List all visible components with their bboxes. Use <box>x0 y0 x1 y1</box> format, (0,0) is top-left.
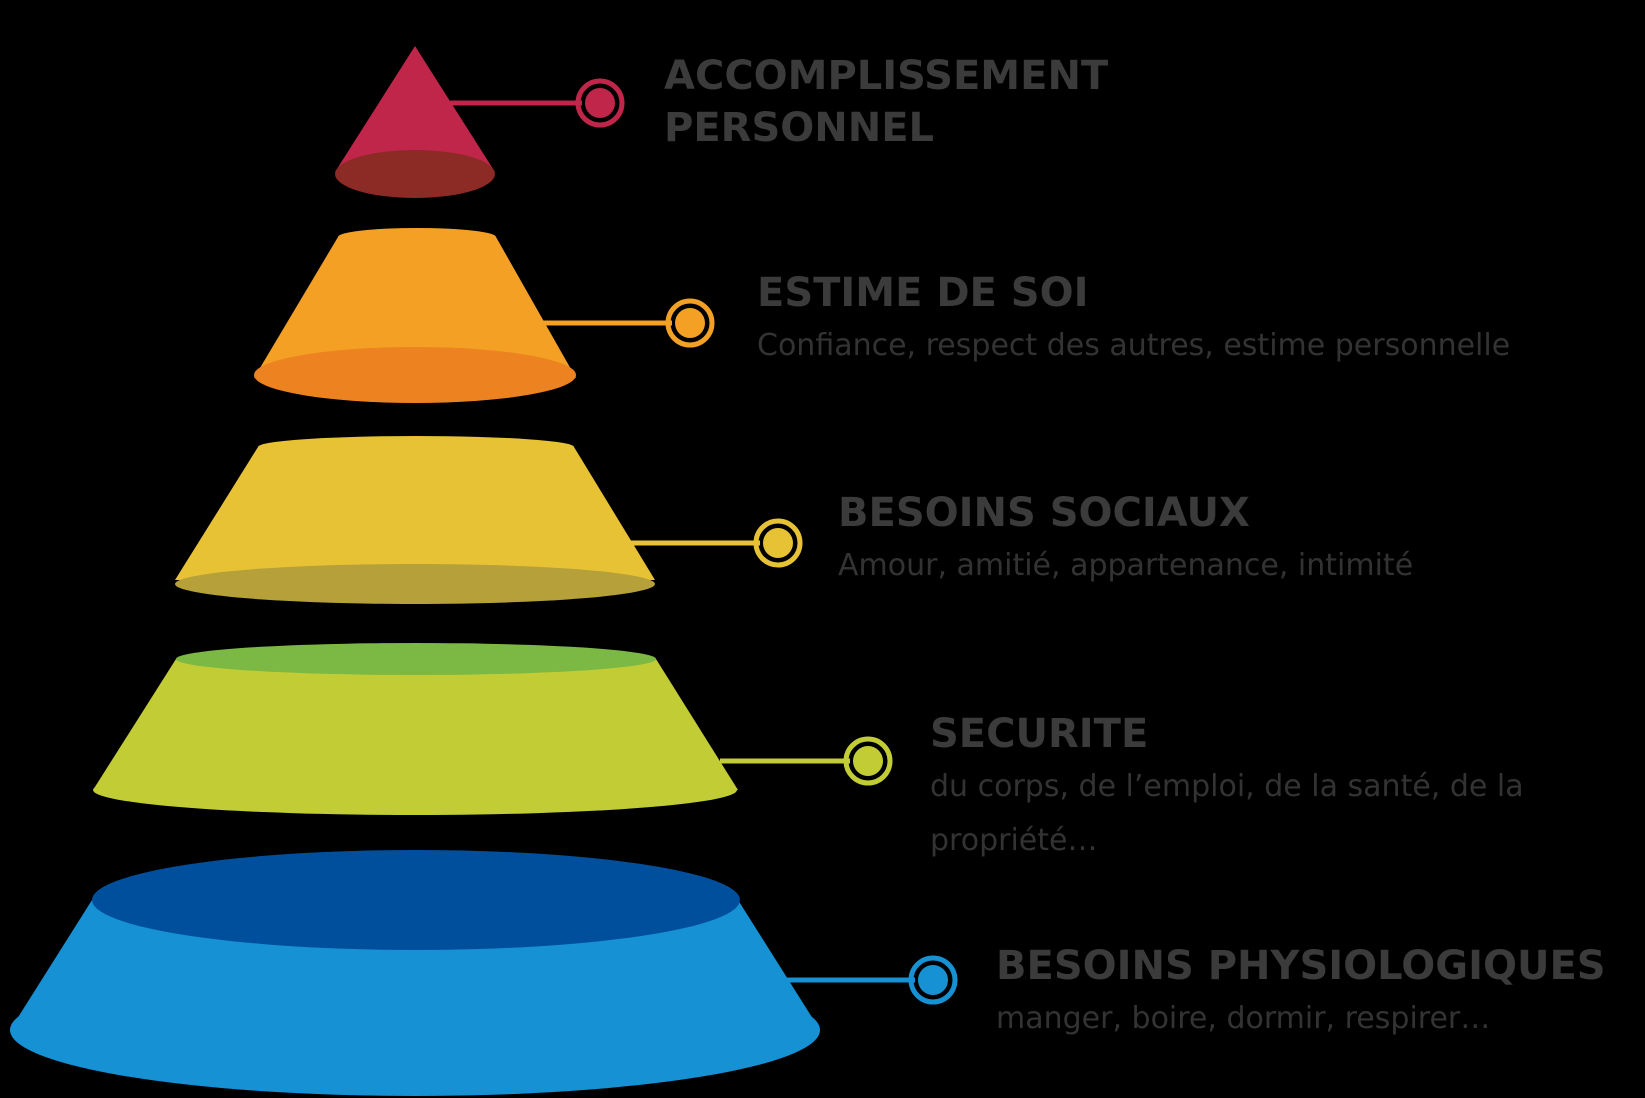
pyramid-level-estime <box>254 228 715 403</box>
label-estime: ESTIME DE SOI Confiance, respect des aut… <box>757 267 1510 373</box>
level-description: manger, boire, dormir, respirer… <box>996 1001 1491 1036</box>
label-securite: SECURITE du corps, de l’emploi, de la sa… <box>930 708 1560 868</box>
level-title: ESTIME DE SOI <box>757 270 1089 316</box>
tier-body <box>254 237 576 378</box>
connector-dot <box>585 88 615 118</box>
pyramid-level-securite <box>93 643 893 815</box>
label-sociaux: BESOINS SOCIAUX Amour, amitié, appartena… <box>838 487 1413 593</box>
connector-ring <box>908 955 958 1005</box>
tier-top <box>338 228 496 246</box>
level-title: BESOINS SOCIAUX <box>838 490 1250 536</box>
label-accomplissement: ACCOMPLISSEMENT PERSONNEL <box>664 50 1108 154</box>
level-title: BESOINS PHYSIOLOGIQUES <box>996 943 1606 989</box>
tier-base <box>254 347 576 403</box>
level-title-line2: PERSONNEL <box>664 105 935 151</box>
tier-body <box>175 447 655 580</box>
tier-top <box>176 643 656 675</box>
connector-dot <box>763 528 793 558</box>
tier-top <box>92 850 740 950</box>
tier-base <box>93 765 737 815</box>
label-physiologiques: BESOINS PHYSIOLOGIQUES manger, boire, do… <box>996 940 1606 1046</box>
connector-dot <box>675 308 705 338</box>
connector-ring <box>665 298 715 348</box>
connector-dot <box>853 746 883 776</box>
level-title: ACCOMPLISSEMENT <box>664 53 1109 99</box>
connector-ring <box>843 736 893 786</box>
connector-ring <box>575 78 625 128</box>
tier-top <box>258 436 574 458</box>
level-description: Amour, amitié, appartenance, intimité <box>838 548 1414 583</box>
pyramid-level-sociaux <box>175 436 803 604</box>
level-description: du corps, de l’emploi, de la santé, de l… <box>930 769 1524 858</box>
level-title: SECURITE <box>930 711 1149 757</box>
cone-base <box>335 150 495 198</box>
pyramid-level-physiologiques <box>10 850 958 1096</box>
tier-body <box>93 659 738 790</box>
tier-base <box>10 964 820 1096</box>
connector-ring <box>753 518 803 568</box>
cone-body <box>335 46 495 172</box>
pyramid-level-accomplissement <box>335 46 625 198</box>
level-description: Confiance, respect des autres, estime pe… <box>757 328 1511 363</box>
tier-base <box>175 564 655 604</box>
connector-dot <box>918 965 948 995</box>
